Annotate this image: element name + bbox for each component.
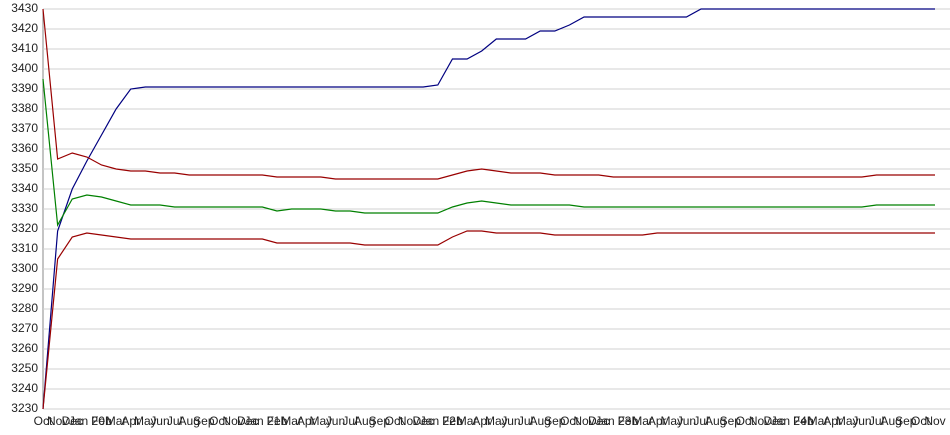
x-tick-label: Aug bbox=[179, 414, 200, 428]
y-tick-label: 3270 bbox=[11, 321, 38, 335]
y-tick-label: 3380 bbox=[11, 101, 38, 115]
x-tick-label: Jun bbox=[501, 414, 520, 428]
x-tick-label: Mar bbox=[632, 414, 653, 428]
y-tick-label: 3290 bbox=[11, 281, 38, 295]
x-tick-label: Nov bbox=[398, 414, 419, 428]
x-tick-label: Oct bbox=[560, 414, 579, 428]
x-tick-label: Nov bbox=[749, 414, 770, 428]
x-tick-label: Feb bbox=[91, 414, 112, 428]
x-tick-label: Jul bbox=[342, 414, 357, 428]
x-tick-label: Jun bbox=[852, 414, 871, 428]
y-tick-label: 3430 bbox=[11, 1, 38, 15]
x-tick-label: Dec bbox=[237, 414, 258, 428]
y-tick-label: 3350 bbox=[11, 161, 38, 175]
x-tick-label: Jul bbox=[518, 414, 533, 428]
x-tick-label: Aug bbox=[354, 414, 375, 428]
y-tick-label: 3360 bbox=[11, 141, 38, 155]
x-tick-label: Aug bbox=[705, 414, 726, 428]
x-tick-label: Nov bbox=[924, 414, 945, 428]
y-tick-label: 3300 bbox=[11, 261, 38, 275]
series-line bbox=[42, 8, 935, 180]
x-tick-label: Aug bbox=[880, 414, 901, 428]
y-tick-label: 3280 bbox=[11, 301, 38, 315]
series-line bbox=[42, 8, 935, 410]
x-tick-label: Oct bbox=[34, 414, 53, 428]
x-tick-label: Jun bbox=[150, 414, 169, 428]
y-tick-label: 3330 bbox=[11, 201, 38, 215]
x-tick-label: Apr bbox=[823, 414, 842, 428]
x-tick-label: Jun bbox=[677, 414, 696, 428]
y-tick-label: 3400 bbox=[11, 61, 38, 75]
series-line bbox=[42, 230, 935, 410]
x-tick-label: Dec bbox=[763, 414, 784, 428]
y-tick-label: 3310 bbox=[11, 241, 38, 255]
y-tick-label: 3240 bbox=[11, 381, 38, 395]
x-tick-label: Feb bbox=[618, 414, 639, 428]
y-tick-label: 3250 bbox=[11, 361, 38, 375]
x-tick-label: Apr bbox=[297, 414, 316, 428]
x-tick-label: Sep bbox=[720, 414, 742, 428]
y-tick-label: 3260 bbox=[11, 341, 38, 355]
y-tick-label: 3390 bbox=[11, 81, 38, 95]
x-tick-label: Oct bbox=[911, 414, 930, 428]
x-tick-label: Dec bbox=[62, 414, 83, 428]
x-tick-label: Sep bbox=[895, 414, 917, 428]
x-tick-label: Jan 20 bbox=[69, 414, 105, 428]
x-tick-label: Sep bbox=[544, 414, 566, 428]
y-tick-label: 3410 bbox=[11, 41, 38, 55]
y-tick-label: 3320 bbox=[11, 221, 38, 235]
x-tick-label: Nov bbox=[222, 414, 243, 428]
x-tick-label: Apr bbox=[648, 414, 667, 428]
x-tick-label: May bbox=[485, 414, 508, 428]
x-tick-label: Jan 22 bbox=[420, 414, 456, 428]
x-tick-label: Feb bbox=[793, 414, 814, 428]
x-tick-label: May bbox=[836, 414, 859, 428]
x-tick-label: Feb bbox=[442, 414, 463, 428]
x-tick-label: Oct bbox=[736, 414, 755, 428]
x-tick-label: Jun bbox=[326, 414, 345, 428]
x-tick-label: Jul bbox=[869, 414, 884, 428]
x-tick-label: Feb bbox=[267, 414, 288, 428]
x-tick-label: Mar bbox=[281, 414, 302, 428]
x-tick-label: Dec bbox=[588, 414, 609, 428]
x-tick-label: Aug bbox=[530, 414, 551, 428]
y-tick-label: 3340 bbox=[11, 181, 38, 195]
x-tick-label: Jul bbox=[167, 414, 182, 428]
x-tick-label: Apr bbox=[472, 414, 491, 428]
x-tick-label: May bbox=[134, 414, 157, 428]
x-tick-label: Sep bbox=[369, 414, 391, 428]
y-tick-label: 3230 bbox=[11, 401, 38, 415]
x-tick-label: Sep bbox=[193, 414, 215, 428]
x-tick-label: Jan 24 bbox=[771, 414, 807, 428]
x-tick-label: Jan 21 bbox=[244, 414, 280, 428]
series-line bbox=[42, 78, 935, 227]
x-tick-label: Nov bbox=[47, 414, 68, 428]
x-tick-label: Mar bbox=[808, 414, 829, 428]
x-tick-label: Apr bbox=[121, 414, 140, 428]
x-tick-label: Jul bbox=[693, 414, 708, 428]
x-tick-label: Nov bbox=[573, 414, 594, 428]
x-tick-label: Mar bbox=[457, 414, 478, 428]
x-tick-label: May bbox=[310, 414, 333, 428]
y-tick-label: 3420 bbox=[11, 21, 38, 35]
x-tick-label: Oct bbox=[385, 414, 404, 428]
x-tick-label: Jan 23 bbox=[595, 414, 631, 428]
x-tick-label: Mar bbox=[106, 414, 127, 428]
y-tick-label: 3370 bbox=[11, 121, 38, 135]
x-tick-label: May bbox=[660, 414, 683, 428]
x-tick-label: Oct bbox=[209, 414, 228, 428]
x-tick-label: Dec bbox=[413, 414, 434, 428]
